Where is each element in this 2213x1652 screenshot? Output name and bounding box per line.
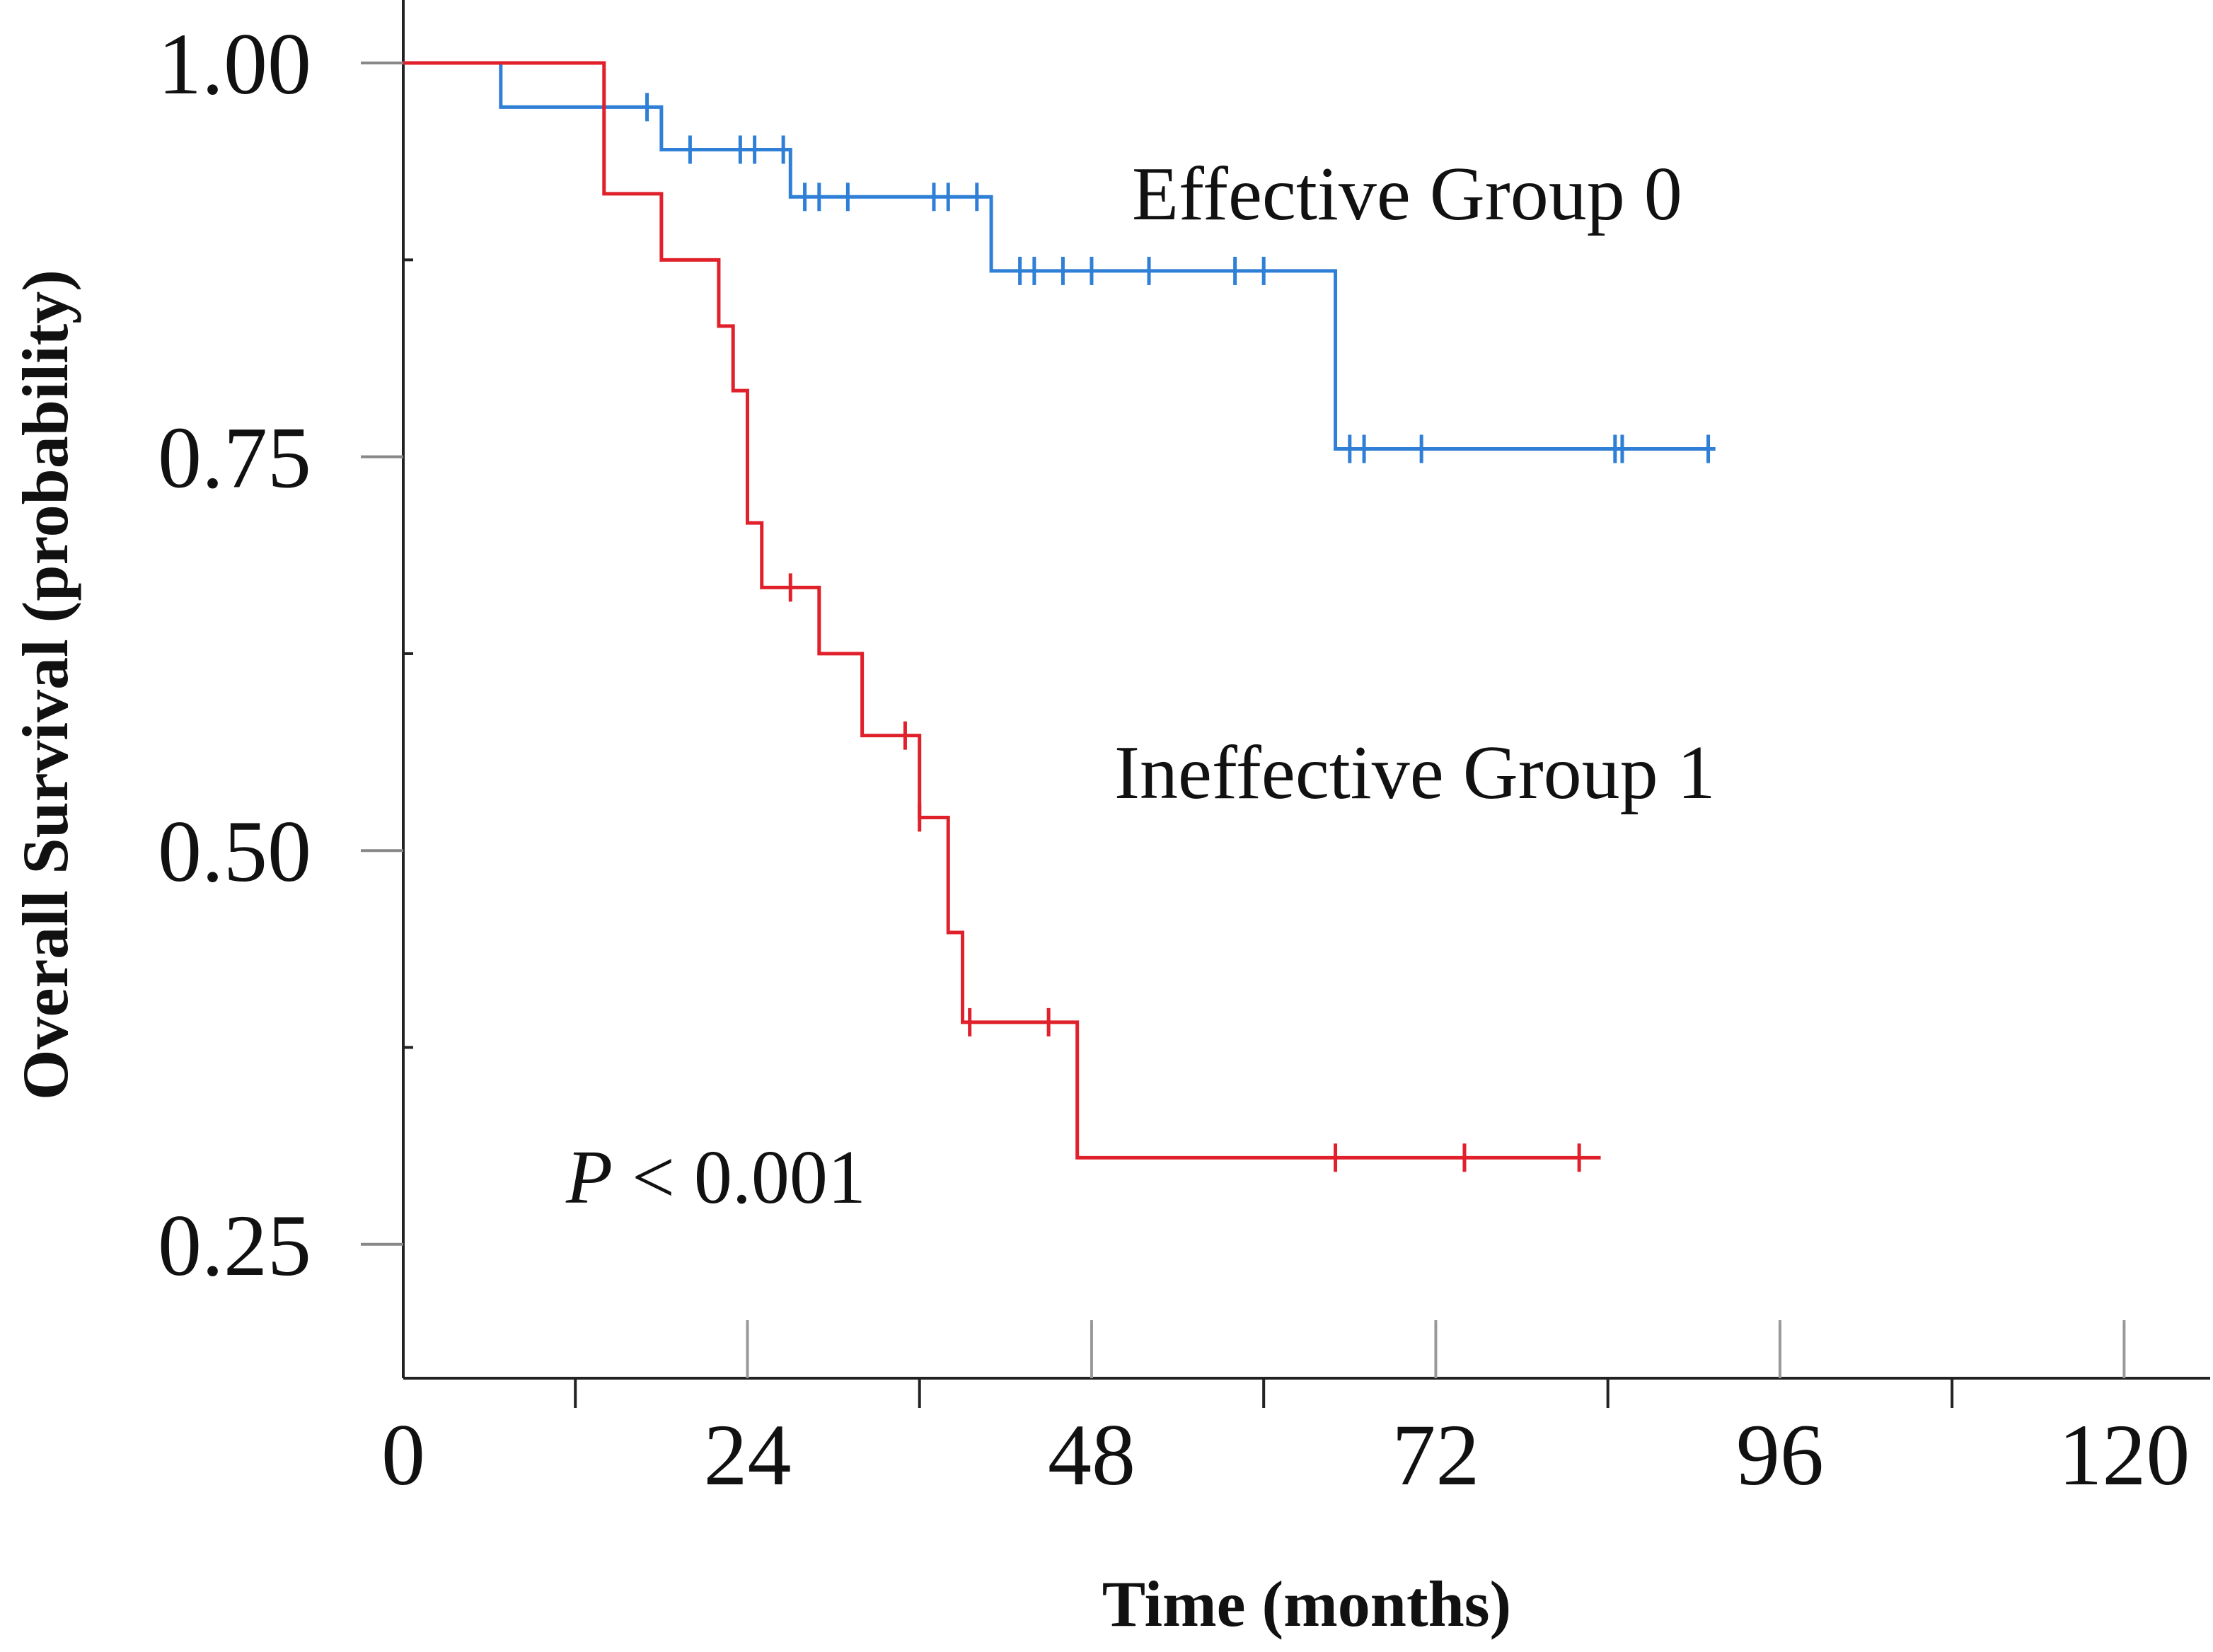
x-tick-label: 24 [703,1406,791,1503]
x-tick-label: 120 [2058,1406,2190,1503]
effective-group-series [403,61,1716,463]
ineffective-group-series [403,61,1601,1172]
x-tick-label: 96 [1736,1406,1824,1503]
x-tick-label: 72 [1392,1406,1479,1503]
y-tick-label: 0.25 [158,1197,311,1294]
x-axis-ticks: 0 24 48 72 96 120 [381,1320,2190,1503]
y-axis-title: Overall Survival (probability) [9,270,81,1100]
axes [402,0,2210,1380]
x-tick-label: 0 [381,1406,425,1503]
p-symbol: P [565,1136,613,1220]
x-axis-title: Time (months) [1102,1568,1511,1640]
effective-group-label: Effective Group 0 [1132,152,1682,236]
ineffective-group-label: Ineffective Group 1 [1114,731,1716,815]
survival-curves [403,61,1716,1172]
y-tick-label: 0.50 [158,803,311,900]
y-tick-label: 1.00 [158,16,311,112]
y-axis-ticks: 0.25 0.50 0.75 1.00 [158,16,413,1294]
x-tick-label: 48 [1048,1406,1136,1503]
survival-step-line [403,61,1716,451]
p-value-annotation: P < 0.001 [565,1136,866,1220]
p-value-text: < 0.001 [613,1136,866,1220]
y-tick-label: 0.75 [158,410,311,507]
